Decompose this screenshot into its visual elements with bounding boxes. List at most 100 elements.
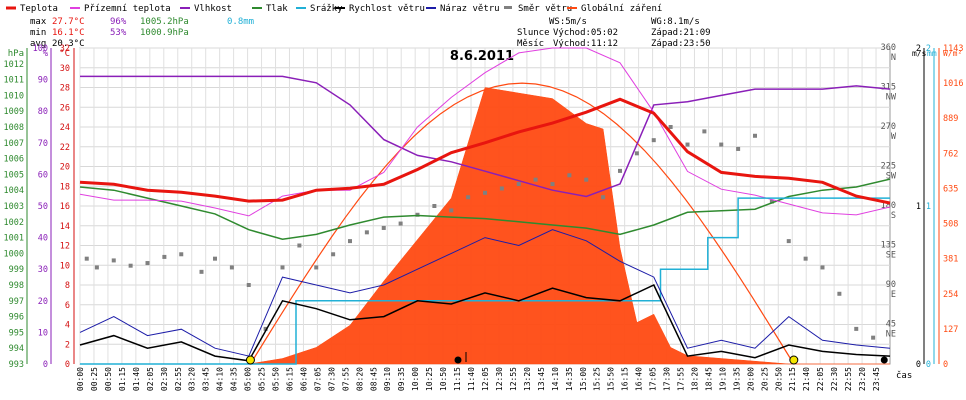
- x-tick-label: 11:40: [467, 367, 476, 391]
- legend-label: Srážky: [310, 4, 343, 14]
- wind-direction-dot: [297, 243, 302, 248]
- x-tick-label: 19:10: [718, 367, 727, 391]
- wind-direction-dot: [736, 146, 741, 151]
- stat-text: 96%: [110, 17, 127, 27]
- stat-text: 1005.2hPa: [140, 17, 189, 27]
- x-tick-label: 10:00: [411, 367, 420, 391]
- wind-direction-dot: [348, 239, 352, 244]
- axis-tick-hpa: 1012: [4, 60, 24, 70]
- axis-tick-degc: 4: [65, 321, 70, 331]
- wind-direction-dot: [786, 239, 791, 244]
- x-tick-label: 22:05: [816, 367, 825, 391]
- x-tick-label: 08:20: [355, 367, 364, 391]
- axis-tick-hpa: 1000: [4, 249, 24, 259]
- wind-direction-dot: [263, 326, 268, 331]
- axis-tick-dir-compass: E: [891, 290, 896, 300]
- axis-tick-wm2: 635: [943, 184, 958, 194]
- axis-tick-hpa: 1007: [4, 139, 24, 149]
- info-text: Západ:23:50: [651, 39, 711, 49]
- axis-tick-dir-compass: NW: [886, 93, 897, 103]
- moonrise-marker: [454, 356, 462, 364]
- axis-unit-pct: %: [43, 49, 49, 59]
- axis-tick-degc: 18: [60, 182, 70, 192]
- axis-tick-hpa: 994: [9, 344, 24, 354]
- axis-tick-wm2: 0: [943, 360, 948, 370]
- x-tick-label: 05:25: [258, 367, 267, 391]
- wind-direction-dot: [601, 195, 606, 200]
- info-text: WS:5m/s: [549, 17, 587, 27]
- axis-tick-hpa: 997: [9, 297, 24, 307]
- x-tick-label: 14:35: [565, 367, 574, 391]
- x-tick-label: 10:50: [439, 367, 448, 391]
- x-tick-label: 00:50: [104, 367, 113, 391]
- wind-direction-dot: [381, 225, 386, 230]
- wind-direction-dot: [111, 258, 116, 263]
- axis-tick-hpa: 1006: [4, 155, 24, 165]
- axis-tick-degc: 8: [65, 281, 70, 291]
- axis-tick-pct: 60: [38, 170, 48, 180]
- stat-text: 0.8mm: [227, 17, 254, 27]
- x-axis-unit: čas: [896, 370, 912, 381]
- axis-tick-pct: 90: [38, 76, 48, 86]
- axis-tick-pct: 10: [38, 328, 48, 338]
- axis-unit-ms: m/s: [912, 49, 927, 58]
- wind-direction-dot: [483, 190, 487, 195]
- x-tick-label: 15:50: [607, 367, 616, 391]
- x-tick-label: 20:50: [774, 367, 783, 391]
- info-text: Měsíc: [517, 39, 544, 49]
- axis-tick-ms: 2: [916, 44, 921, 54]
- x-tick-label: 17:30: [663, 367, 672, 391]
- x-tick-label: 20:00: [746, 367, 755, 391]
- axis-tick-hpa: 996: [9, 313, 24, 323]
- axis-tick-degc: 24: [60, 123, 70, 133]
- stat-text: 53%: [110, 28, 127, 38]
- wind-direction-dot: [145, 261, 150, 266]
- x-tick-label: 09:10: [383, 367, 392, 391]
- axis-tick-dir: 180: [881, 201, 896, 211]
- chart-title: 8.6.2011: [450, 49, 514, 64]
- info-text: Východ:11:12: [553, 39, 618, 49]
- stat-text: min: [30, 28, 46, 38]
- wind-direction-dot: [128, 263, 133, 268]
- wind-direction-dot: [364, 230, 369, 235]
- axis-tick-mm: 2: [926, 44, 931, 54]
- sunset-marker: [789, 355, 799, 365]
- axis-tick-degc: 12: [60, 242, 70, 252]
- info-text: Západ:21:09: [651, 28, 711, 38]
- axis-tick-dir: 315: [881, 83, 896, 93]
- legend-swatch: [504, 6, 512, 9]
- info-text: Východ:05:02: [553, 28, 618, 38]
- legend-label: Globální záření: [581, 4, 662, 14]
- axis-tick-pct: 30: [38, 265, 48, 275]
- series-line-srazky: [80, 197, 890, 365]
- x-tick-label: 21:15: [788, 367, 797, 391]
- wind-direction-dot: [432, 204, 437, 208]
- x-tick-label: 11:15: [453, 367, 462, 391]
- axis-tick-wm2: 254: [943, 290, 958, 300]
- axis-tick-mm: 0: [926, 360, 931, 370]
- axis-tick-hpa: 998: [9, 281, 24, 291]
- series-line-prizemni-teplota: [79, 47, 891, 217]
- wind-direction-dot: [516, 182, 521, 187]
- x-tick-label: 03:45: [202, 367, 211, 391]
- axis-unit-wm2: W/m²: [943, 49, 962, 58]
- x-tick-label: 03:20: [188, 367, 197, 391]
- x-tick-label: 15:25: [593, 367, 602, 391]
- x-tick-label: 00:25: [90, 367, 99, 391]
- wind-direction-dot: [837, 291, 842, 296]
- wind-direction-dot: [820, 265, 825, 270]
- series-line-tlak: [79, 178, 891, 240]
- wind-direction-dot: [499, 186, 504, 191]
- x-tick-label: 21:40: [802, 367, 811, 391]
- axis-tick-degc: 14: [60, 222, 70, 232]
- axis-tick-wm2: 1143: [943, 44, 963, 54]
- x-tick-label: 12:55: [509, 367, 518, 391]
- x-tick-label: 20:25: [760, 367, 769, 391]
- x-tick-label: 06:40: [299, 367, 308, 391]
- axis-tick-degc: 6: [65, 301, 70, 311]
- x-tick-label: 15:00: [579, 367, 588, 391]
- axis-tick-degc: 26: [60, 103, 70, 113]
- x-tick-label: 16:15: [621, 367, 630, 391]
- axis-tick-dir: 270: [881, 122, 896, 132]
- wind-direction-dot: [466, 195, 471, 200]
